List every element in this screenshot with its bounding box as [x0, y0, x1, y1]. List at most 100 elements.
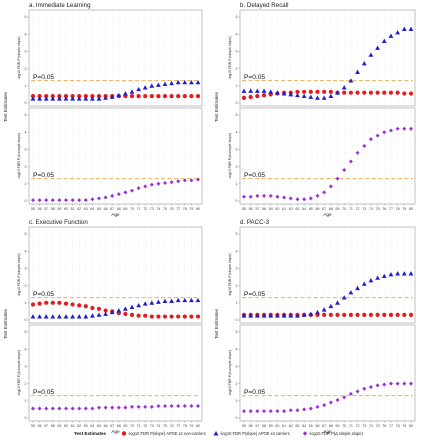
point-carriers — [408, 26, 414, 31]
y-tick-label: 2 — [236, 67, 238, 71]
point-delta-slope — [342, 168, 347, 173]
x-tick-label: 79 — [402, 207, 406, 211]
point-carriers — [241, 313, 247, 318]
point-carriers — [96, 96, 102, 101]
point-carriers — [103, 311, 108, 316]
point-non-carriers — [368, 90, 374, 95]
point-non-carriers — [342, 312, 347, 317]
point-delta-slope — [116, 405, 121, 410]
point-carriers — [315, 309, 320, 315]
point-non-carriers — [90, 305, 95, 311]
point-delta-slope — [255, 409, 260, 414]
bottom-y-axis-label: -log10 FDR P(Δ simple slope) — [17, 133, 21, 179]
x-tick-label: 70 — [130, 424, 134, 428]
bottom-y-axis-label: -log10 FDR P(Δ simple slope) — [17, 350, 21, 396]
point-carriers — [288, 92, 294, 97]
y-tick-label: 2 — [25, 284, 27, 288]
y-tick-label: 3 — [25, 365, 27, 369]
x-tick-label: 57 — [255, 207, 259, 211]
y-tick-label: 0 — [236, 416, 238, 420]
point-non-carriers — [348, 90, 353, 95]
point-carriers — [76, 96, 82, 101]
x-tick-label: 68 — [117, 424, 121, 428]
top-subpanel: 0 1 2 3 4 5 P=0.05 — [25, 226, 203, 324]
y-tick-label: 5 — [236, 232, 238, 236]
point-non-carriers — [44, 94, 49, 99]
point-non-carriers — [57, 300, 62, 305]
point-carriers — [275, 90, 280, 95]
point-carriers — [57, 96, 62, 101]
panel-title: b. Delayed Recall — [240, 2, 289, 9]
x-tick-label: 57 — [255, 424, 259, 428]
point-delta-slope — [275, 409, 280, 414]
x-tick-label: 78 — [396, 424, 400, 428]
point-delta-slope — [395, 381, 400, 386]
point-carriers — [288, 313, 294, 318]
x-tick-label: 56 — [249, 424, 253, 428]
point-carriers — [375, 275, 380, 280]
point-non-carriers — [96, 94, 102, 99]
point-carriers — [129, 89, 135, 94]
point-carriers — [261, 88, 267, 93]
point-delta-slope — [136, 186, 141, 191]
x-tick-label: 70 — [342, 207, 346, 211]
point-carriers — [361, 61, 367, 66]
point-non-carriers — [308, 89, 313, 94]
y-tick-label: 3 — [25, 148, 27, 152]
point-carriers — [123, 306, 128, 311]
point-carriers — [375, 45, 380, 50]
point-carriers — [103, 95, 108, 100]
point-delta-slope — [315, 404, 320, 409]
x-tick-label: 62 — [77, 207, 81, 211]
point-delta-slope — [70, 198, 75, 203]
x-tick-label: 71 — [349, 424, 353, 428]
x-tick-label: 72 — [143, 424, 147, 428]
y-tick-label: 3 — [236, 267, 238, 271]
x-tick-label: 68 — [329, 207, 333, 211]
point-carriers — [175, 79, 181, 85]
y-tick-label: 5 — [25, 330, 27, 334]
p05-label: P=0.05 — [244, 291, 265, 298]
point-carriers — [328, 93, 334, 99]
point-carriers — [321, 95, 327, 100]
x-tick-label: 61 — [282, 424, 286, 428]
y-tick-label: 3 — [236, 50, 238, 54]
point-delta-slope — [103, 405, 108, 410]
point-non-carriers — [149, 314, 154, 319]
point-carriers — [281, 91, 287, 96]
point-delta-slope — [196, 403, 200, 408]
point-delta-slope — [375, 383, 380, 388]
x-tick-label: 66 — [315, 424, 319, 428]
point-delta-slope — [110, 193, 115, 198]
point-carriers — [70, 314, 75, 319]
point-non-carriers — [348, 312, 353, 317]
point-delta-slope — [31, 198, 35, 203]
x-tick-label: 76 — [170, 207, 174, 211]
point-non-carriers — [241, 95, 247, 100]
point-delta-slope — [348, 391, 353, 396]
y-tick-label: 0 — [25, 199, 27, 203]
point-delta-slope — [302, 197, 307, 202]
point-non-carriers — [136, 313, 141, 318]
top-subpanel: 0 1 2 3 4 5 P=0.05 — [236, 9, 416, 107]
point-non-carriers — [362, 312, 367, 317]
x-tick-label: 73 — [362, 207, 366, 211]
point-carriers — [254, 88, 260, 93]
point-delta-slope — [130, 404, 134, 409]
y-tick-label: 0 — [236, 199, 238, 203]
point-non-carriers — [129, 312, 135, 317]
point-carriers — [381, 38, 387, 43]
x-tick-label: 60 — [64, 207, 68, 211]
x-tick-label: 66 — [104, 424, 108, 428]
x-tick-label: 74 — [156, 424, 160, 428]
y-tick-label: 1 — [236, 301, 238, 305]
bottom-subpanel: 0 1 2 3 4 5 P=0.05 55 56 57 58 59 60 61 62 63 64 65 66 67 68… — [25, 107, 203, 211]
x-tick-label: 61 — [282, 207, 286, 211]
point-delta-slope — [255, 193, 260, 198]
point-carriers — [248, 313, 254, 318]
point-non-carriers — [176, 314, 181, 319]
point-delta-slope — [123, 405, 128, 410]
point-carriers — [109, 309, 115, 315]
x-tick-label: 55 — [31, 207, 35, 211]
point-non-carriers — [90, 94, 95, 99]
